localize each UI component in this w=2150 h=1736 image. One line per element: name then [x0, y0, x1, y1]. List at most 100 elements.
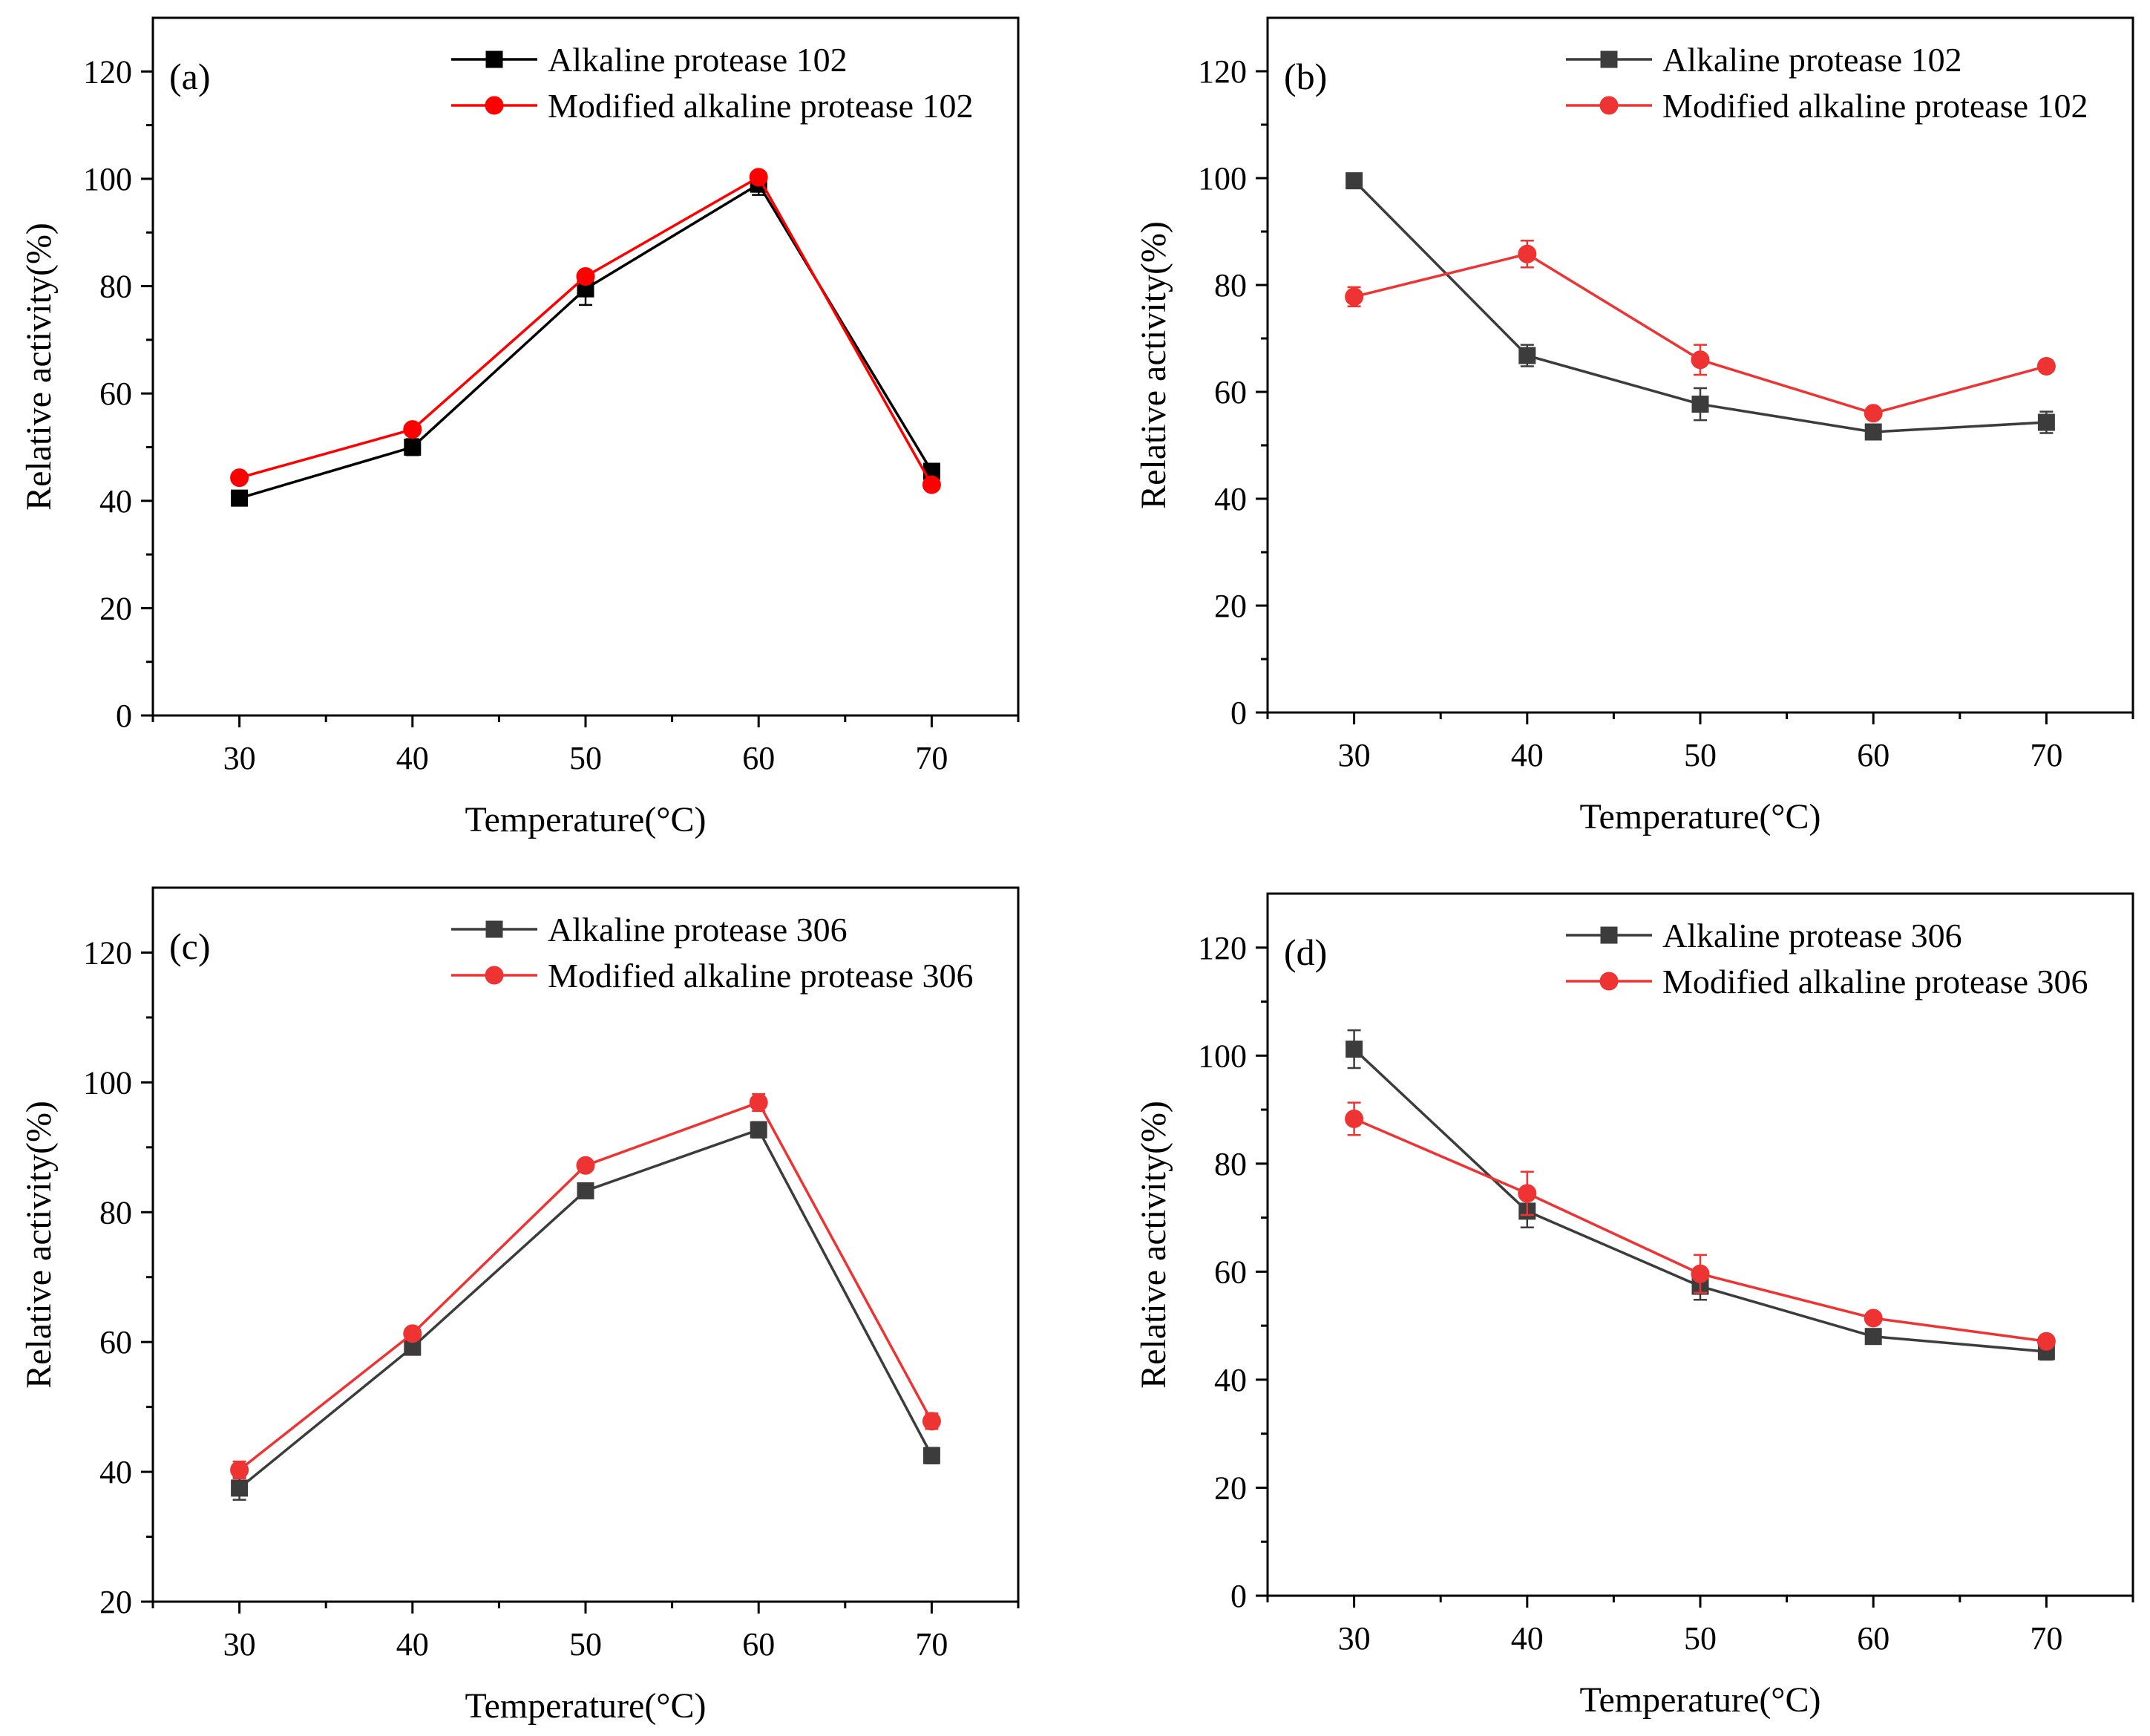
- y-tick-label: 40: [99, 483, 132, 520]
- y-tick-label: 120: [1198, 930, 1247, 966]
- data-point: [749, 1093, 768, 1112]
- y-tick-label: 80: [99, 269, 132, 305]
- x-tick-label: 30: [223, 740, 256, 776]
- data-point: [2037, 413, 2055, 431]
- legend-label: Alkaline protease 102: [1662, 41, 1962, 79]
- series-1: [231, 172, 940, 507]
- x-tick-label: 60: [1857, 1620, 1890, 1657]
- legend-label: Modified alkaline protease 102: [548, 87, 974, 125]
- y-tick-label: 100: [83, 1064, 132, 1101]
- series-1: [231, 1121, 940, 1501]
- data-point: [1691, 350, 1710, 370]
- data-point: [403, 420, 422, 439]
- legend-swatch-marker: [485, 966, 504, 985]
- x-tick-label: 70: [2030, 737, 2062, 773]
- y-tick-label: 20: [99, 590, 132, 626]
- data-point: [2036, 1332, 2056, 1351]
- x-tick-label: 30: [223, 1626, 256, 1663]
- y-tick-label: 100: [1198, 1038, 1247, 1074]
- x-axis-title: Temperature(°C): [465, 1686, 706, 1726]
- legend: Alkaline protease 306 Modified alkaline p…: [1566, 917, 2088, 1000]
- series-2: [230, 168, 941, 494]
- y-tick-label: 60: [99, 376, 132, 412]
- series-2: [1345, 1101, 2056, 1351]
- data-point: [922, 1447, 940, 1464]
- y-tick-label: 100: [83, 161, 132, 197]
- x-tick-label: 40: [396, 740, 429, 776]
- chart-panel-d: 30 40 50 60 70 0 20 40 60 80 100 120 Temperature(°C)…: [1134, 892, 2134, 1720]
- legend-label: Alkaline protease 306: [548, 911, 848, 949]
- y-tick-label: 100: [1198, 160, 1247, 197]
- data-point: [1864, 423, 1882, 441]
- x-tick-label: 50: [569, 1626, 602, 1663]
- data-point: [1518, 347, 1536, 364]
- y-tick-label: 80: [1214, 267, 1247, 304]
- data-point: [749, 168, 768, 187]
- legend-swatch-marker: [485, 96, 504, 115]
- data-point: [922, 1412, 941, 1431]
- series-2: [230, 1093, 941, 1480]
- legend-swatch-marker: [1600, 50, 1618, 68]
- x-tick-label: 50: [1684, 1620, 1717, 1657]
- x-tick-label: 50: [569, 740, 602, 776]
- y-tick-label: 20: [1214, 588, 1247, 624]
- y-tick-label: 60: [1214, 1254, 1247, 1290]
- y-tick-label: 0: [116, 698, 132, 734]
- data-point: [1345, 1109, 1364, 1128]
- legend-swatch-marker: [485, 50, 503, 68]
- data-point: [577, 1182, 594, 1199]
- data-point: [750, 1121, 767, 1139]
- series-1: [1346, 1029, 2055, 1361]
- x-tick-label: 70: [915, 740, 948, 776]
- data-point: [576, 1156, 595, 1175]
- x-tick-label: 40: [396, 1626, 429, 1663]
- x-axis-title: Temperature(°C): [465, 800, 706, 839]
- y-tick-label: 120: [83, 53, 132, 90]
- legend-swatch-marker: [1599, 972, 1619, 991]
- data-point: [1864, 404, 1883, 423]
- data-point: [1518, 1184, 1537, 1203]
- panel-label: (d): [1284, 931, 1327, 973]
- data-point: [231, 489, 249, 507]
- legend-swatch-marker: [485, 920, 503, 938]
- legend: Alkaline protease 102 Modified alkaline p…: [451, 41, 974, 125]
- y-tick-label: 120: [1198, 53, 1247, 90]
- legend-swatch-marker: [1599, 96, 1619, 115]
- y-axis-title: Relative activity(%): [19, 1101, 59, 1389]
- x-tick-label: 40: [1511, 737, 1544, 773]
- data-point: [1864, 1328, 1882, 1346]
- data-point: [1691, 396, 1709, 413]
- series-1: [1346, 172, 2055, 441]
- y-tick-label: 120: [83, 934, 132, 971]
- y-tick-label: 80: [1214, 1146, 1247, 1182]
- data-point: [404, 438, 422, 456]
- data-point: [922, 475, 941, 494]
- series-line: [1353, 1117, 2047, 1343]
- x-tick-label: 70: [915, 1626, 948, 1663]
- y-tick-label: 80: [99, 1194, 132, 1231]
- data-point: [230, 468, 249, 488]
- x-tick-label: 60: [1857, 737, 1890, 773]
- legend: Alkaline protease 102 Modified alkaline p…: [1566, 41, 2088, 125]
- y-tick-label: 40: [1214, 481, 1247, 517]
- x-axis-title: Temperature(°C): [1579, 797, 1820, 836]
- x-tick-label: 60: [742, 740, 775, 776]
- data-point: [1518, 244, 1537, 263]
- x-tick-label: 60: [742, 1626, 775, 1663]
- legend-label: Modified alkaline protease 102: [1662, 87, 2088, 125]
- chart-panel-a: 30 40 50 60 70 0 20 40 60 80 100 120 Temperature(°C)…: [19, 16, 1020, 839]
- data-point: [403, 1324, 422, 1343]
- y-tick-label: 20: [1214, 1470, 1247, 1506]
- y-axis-title: Relative activity(%): [19, 223, 59, 511]
- y-axis-title: Relative activity(%): [1134, 221, 1173, 509]
- plot-frame: [151, 886, 1020, 1603]
- legend-swatch-marker: [1600, 926, 1618, 944]
- y-axis-title: Relative activity(%): [1134, 1101, 1173, 1389]
- series-2: [1345, 239, 2056, 423]
- panel-label: (a): [169, 56, 211, 97]
- data-point: [1346, 1041, 1363, 1058]
- y-tick-label: 0: [1230, 695, 1247, 731]
- legend-label: Modified alkaline protease 306: [1662, 963, 2088, 1000]
- data-point: [1864, 1308, 1883, 1328]
